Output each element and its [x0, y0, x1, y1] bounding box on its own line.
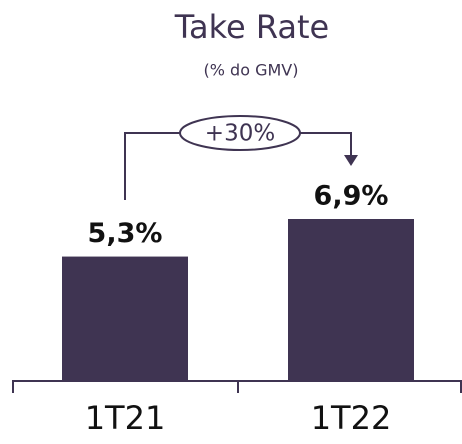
x-tick-label: 1T22 — [311, 399, 392, 437]
chart-subtitle: (% do GMV) — [204, 61, 299, 80]
bar — [288, 219, 414, 381]
chart-title: Take Rate — [174, 8, 329, 46]
annotation-bubble — [179, 115, 301, 151]
x-tick-label: 1T21 — [85, 399, 166, 437]
value-label: 5,3% — [88, 218, 163, 249]
value-label: 6,9% — [314, 181, 389, 212]
connector — [124, 132, 352, 200]
bar — [62, 256, 188, 381]
annotation-text: +30% — [205, 121, 275, 147]
arrow-head — [344, 155, 358, 166]
growth-annotation: +30% — [124, 115, 358, 200]
